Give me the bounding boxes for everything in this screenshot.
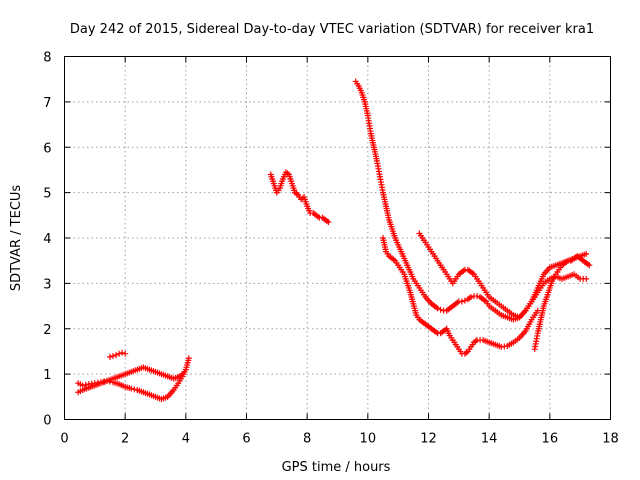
x-tick-label: 16 — [542, 432, 559, 447]
data-point — [179, 371, 186, 378]
data-marks — [75, 78, 593, 403]
data-point — [131, 386, 138, 393]
y-tick-label: 1 — [43, 368, 51, 383]
y-tick-label: 7 — [43, 96, 51, 111]
data-point — [583, 275, 590, 282]
series-trace-c — [107, 349, 129, 360]
series-trace-h — [531, 253, 593, 353]
x-tick-label: 4 — [182, 432, 190, 447]
y-tick-label: 5 — [43, 187, 51, 202]
chart-title: Day 242 of 2015, Sidereal Day-to-day VTE… — [70, 22, 594, 37]
data-point — [122, 350, 129, 357]
series-trace-f — [380, 235, 541, 357]
x-tick-label: 6 — [242, 432, 250, 447]
data-point — [185, 355, 192, 362]
data-point — [583, 250, 590, 257]
y-tick-labels: 0 1 2 3 4 5 6 7 8 — [43, 51, 51, 429]
y-tick-label: 3 — [43, 277, 51, 292]
x-tick-label: 8 — [303, 432, 311, 447]
data-point — [474, 293, 481, 300]
x-tick-label: 14 — [481, 432, 498, 447]
series-trace-b — [75, 364, 186, 396]
data-point — [434, 305, 441, 312]
y-tick-label: 8 — [43, 51, 51, 66]
x-tick-label: 0 — [60, 432, 68, 447]
x-tick-labels: 0 2 4 6 8 10 12 14 16 18 — [60, 432, 618, 447]
x-axis-label: GPS time / hours — [282, 460, 391, 475]
axis-ticks — [64, 56, 611, 420]
series-trace-e — [352, 78, 590, 323]
grid — [64, 56, 611, 420]
data-point — [458, 298, 465, 305]
data-point — [110, 352, 117, 359]
data-point — [325, 219, 332, 226]
series-trace-g — [416, 230, 590, 321]
data-point — [534, 307, 541, 314]
data-point — [113, 352, 120, 359]
data-point — [119, 349, 126, 356]
x-tick-label: 2 — [121, 432, 129, 447]
y-tick-label: 4 — [43, 232, 51, 247]
data-point — [116, 350, 123, 357]
data-point — [107, 353, 113, 360]
data-point — [82, 381, 89, 388]
data-point — [586, 262, 593, 269]
data-point — [461, 297, 468, 304]
data-point — [437, 306, 444, 313]
x-tick-label: 10 — [360, 432, 377, 447]
x-tick-label: 18 — [602, 432, 619, 447]
data-point — [467, 293, 474, 300]
data-point — [128, 385, 135, 392]
y-axis-label: SDTVAR / TECUs — [9, 185, 24, 292]
y-tick-label: 6 — [43, 141, 51, 156]
y-tick-label: 2 — [43, 323, 51, 338]
y-tick-label: 0 — [43, 414, 51, 429]
series-trace-d — [267, 169, 332, 226]
x-tick-label: 12 — [420, 432, 437, 447]
